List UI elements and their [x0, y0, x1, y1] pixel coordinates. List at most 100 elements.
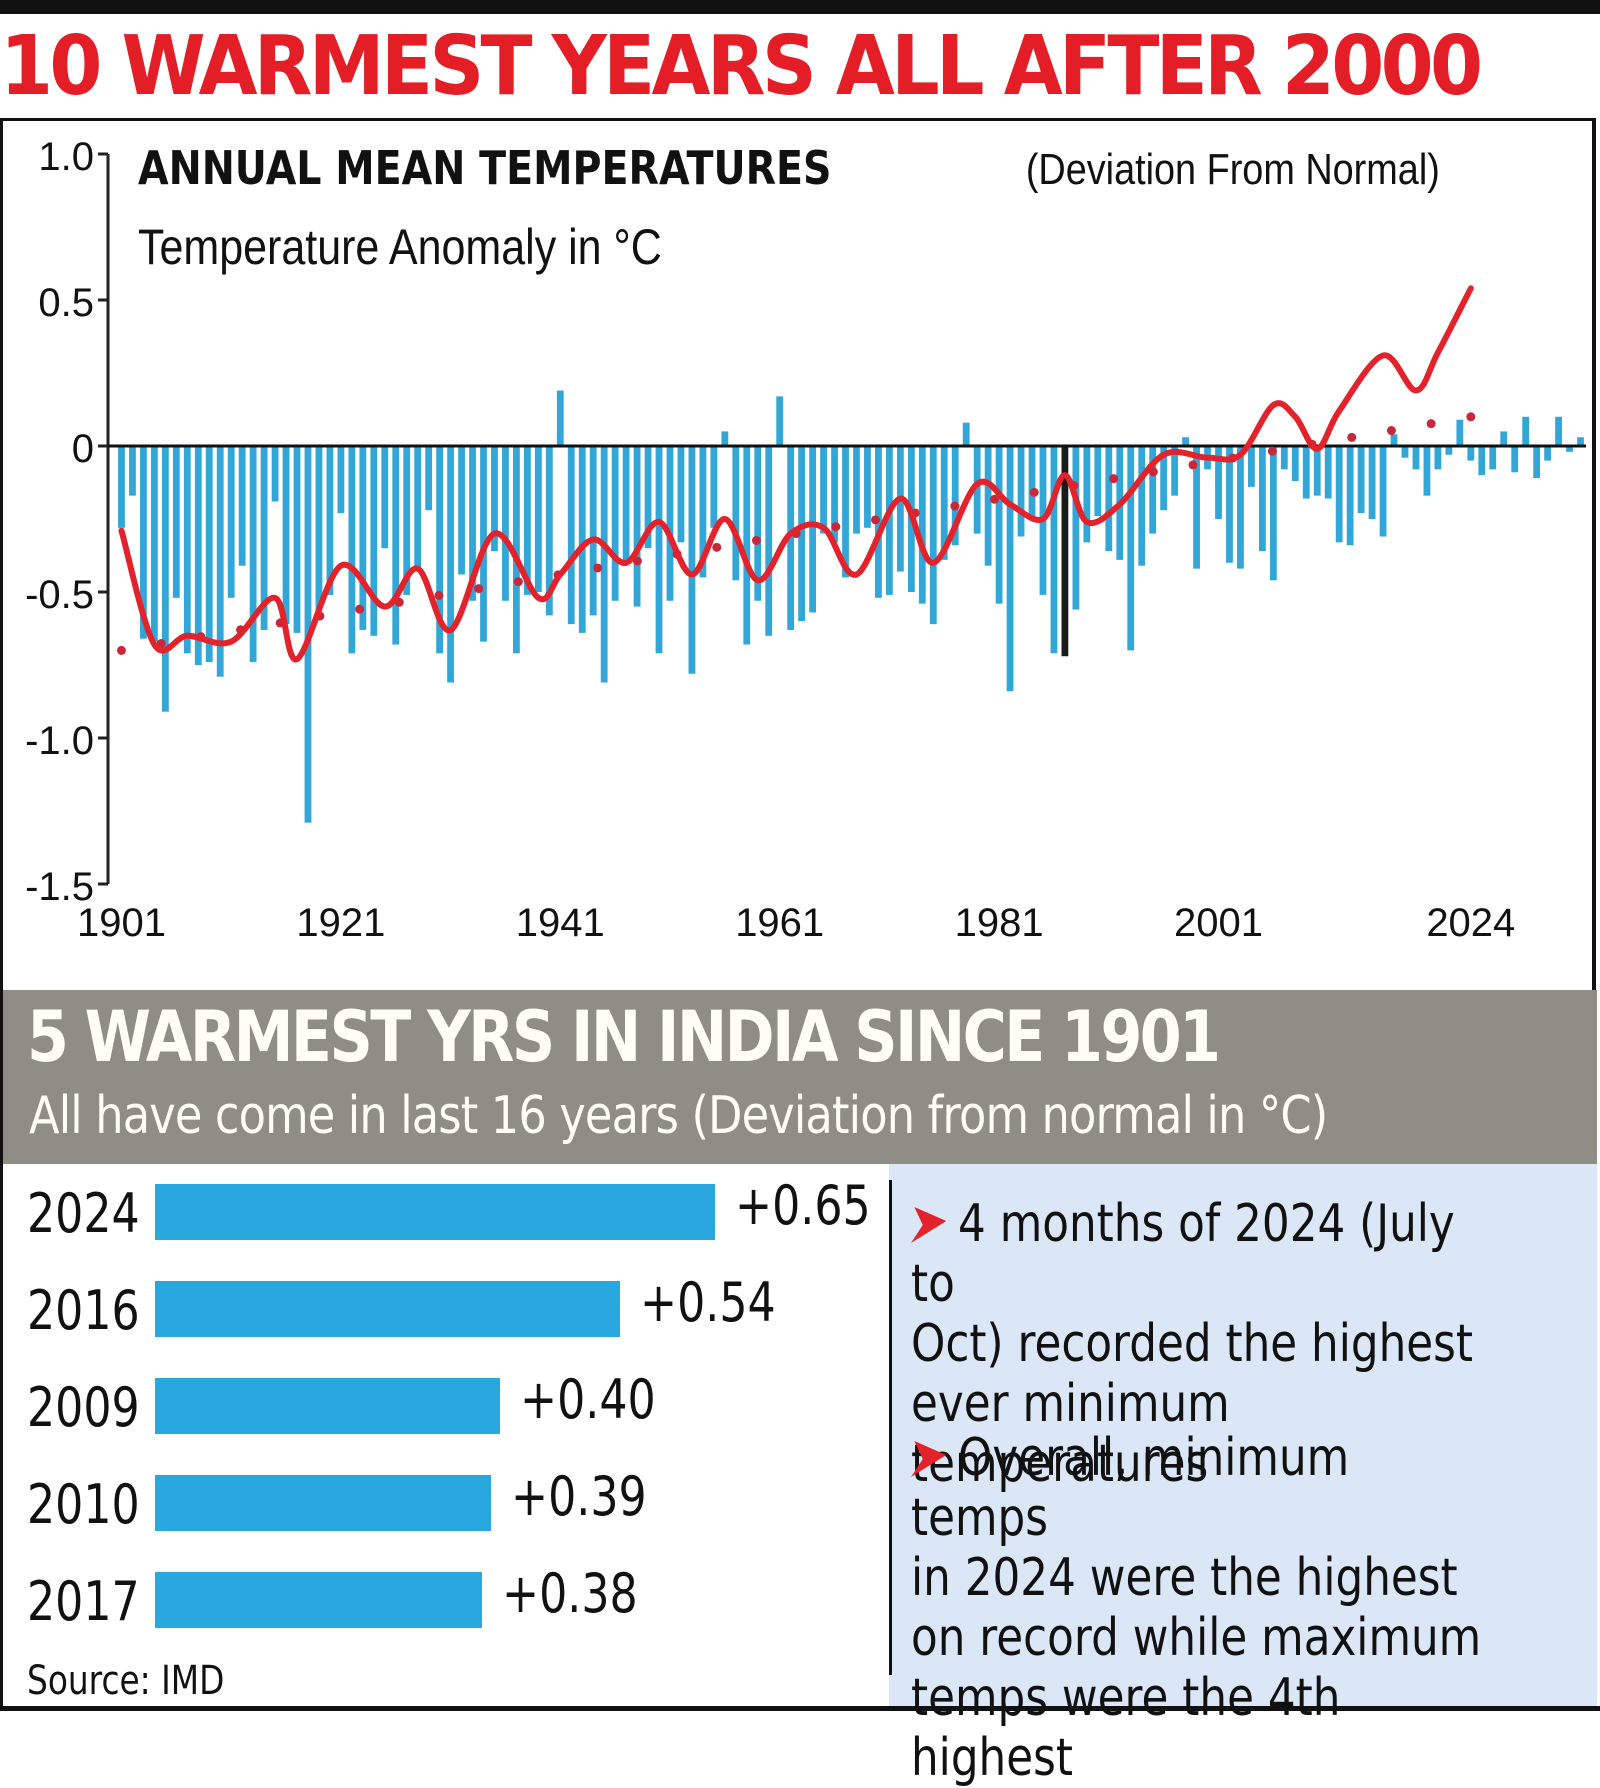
bar-2014: [1357, 446, 1365, 514]
bar-1990: [1094, 446, 1102, 517]
bar-1979: [973, 446, 981, 534]
bar-1916: [282, 446, 290, 625]
bar-1969: [864, 446, 871, 528]
notes-panel: 4 months of 2024 (July to Oct) recorded …: [889, 1164, 1597, 1788]
bar-1921: [337, 446, 345, 514]
note-2-line-2: in 2024 were the highest: [911, 1548, 1458, 1608]
bar-2030: [1533, 446, 1541, 479]
bar-1930: [436, 446, 444, 654]
top5-year-label: 2009: [27, 1376, 140, 1439]
top5-year-label: 2017: [27, 1570, 140, 1633]
trend-dot: [1267, 446, 1277, 456]
y-tick-label: 0.5: [38, 281, 94, 325]
top5-bar: [155, 1378, 500, 1434]
note-2: Overall, minimum temps in 2024 were the …: [911, 1428, 1499, 1788]
bar-2001: [1215, 446, 1222, 519]
top5-bar: [155, 1572, 483, 1628]
bar-1924: [370, 446, 378, 636]
bar-1987: [1061, 446, 1069, 657]
top-rule: [0, 0, 1600, 14]
note-2-line-4: temps were the 4th highest: [911, 1668, 1341, 1788]
bar-2016: [1379, 446, 1387, 537]
bar-1991: [1105, 446, 1113, 552]
bar-1966: [831, 446, 838, 543]
top5-title: 5 WARMEST YRS IN INDIA SINCE 1901: [27, 996, 1221, 1078]
bar-1925: [381, 446, 389, 549]
bar-1997: [1171, 446, 1179, 496]
bar-1952: [677, 446, 685, 543]
bar-1968: [853, 446, 860, 534]
bar-2027: [1500, 431, 1508, 446]
bar-1976: [940, 446, 948, 560]
bar-2031: [1544, 446, 1552, 461]
bar-2019: [1412, 446, 1420, 470]
bar-1967: [842, 446, 849, 578]
bar-2022: [1445, 446, 1453, 455]
bar-1909: [205, 446, 213, 663]
bar-1957: [732, 446, 740, 581]
top5-value-label: +0.39: [511, 1465, 647, 1528]
top5-subtitle: All have come in last 16 years (Deviatio…: [29, 1086, 1328, 1146]
bar-2023: [1456, 419, 1464, 446]
bar-1993: [1127, 446, 1135, 651]
bar-2018: [1401, 446, 1409, 458]
bar-1989: [1083, 446, 1091, 543]
bar-1960: [765, 446, 773, 636]
bar-1935: [491, 446, 498, 552]
bar-1986: [1050, 446, 1058, 654]
red-arrow-bullet-icon: [911, 1441, 947, 1477]
trend-dot: [1426, 419, 1436, 429]
bar-1959: [754, 446, 762, 601]
trend-dot: [1029, 487, 1039, 497]
bar-1953: [688, 446, 696, 674]
trend-dot: [1347, 432, 1357, 442]
bar-1964: [809, 446, 817, 613]
red-arrow-bullet-icon: [911, 1207, 947, 1243]
headline: 10 WARMEST YEARS ALL AFTER 2000: [0, 14, 1600, 118]
bar-1963: [798, 446, 806, 622]
bar-1912: [238, 446, 246, 566]
trend-dot: [751, 535, 761, 545]
bar-2003: [1237, 446, 1244, 569]
trend-dot: [831, 522, 841, 532]
trend-dot: [116, 645, 126, 655]
bar-1920: [326, 446, 334, 595]
bar-1926: [392, 446, 400, 645]
top5-value-label: +0.65: [735, 1174, 871, 1237]
top5-header: 5 WARMEST YRS IN INDIA SINCE 1901 All ha…: [3, 990, 1597, 1164]
bar-2007: [1280, 446, 1288, 470]
trend-dot: [434, 590, 444, 600]
bar-1946: [611, 446, 619, 601]
note-1-line-1: 4 months of 2024 (July to: [911, 1194, 1455, 1314]
bar-2033: [1566, 446, 1573, 452]
bar-2005: [1258, 446, 1266, 552]
bar-2034: [1577, 437, 1584, 446]
bar-1948: [633, 446, 641, 607]
trend-dot: [950, 501, 960, 511]
source-note: Source: IMD: [27, 1658, 225, 1704]
bar-2026: [1489, 446, 1497, 470]
trend-dot: [871, 515, 881, 525]
bar-1936: [502, 446, 509, 601]
bar-1933: [469, 446, 476, 601]
headline-text: 10 WARMEST YEARS ALL AFTER 2000: [0, 18, 1483, 114]
bar-1906: [172, 446, 180, 598]
y-tick-label: -0.5: [25, 573, 94, 617]
top5-bar: [155, 1281, 621, 1337]
note-1: 4 months of 2024 (July to Oct) recorded …: [911, 1194, 1499, 1494]
bar-1942: [567, 446, 575, 625]
bar-1998: [1182, 437, 1189, 446]
bar-1913: [249, 446, 257, 663]
bar-1982: [1006, 446, 1014, 692]
bar-1901: [118, 446, 125, 528]
top5-year-label: 2024: [27, 1182, 140, 1245]
bar-2021: [1434, 446, 1442, 470]
y-tick-label: -1.5: [25, 865, 94, 909]
bar-1922: [348, 446, 356, 654]
bar-2011: [1324, 446, 1332, 499]
bar-1939: [534, 446, 542, 592]
note-1-line-3: ever minimum temperatures: [911, 1374, 1230, 1494]
bar-1954: [699, 446, 707, 578]
bar-1905: [161, 446, 169, 712]
bar-1971: [885, 446, 893, 595]
